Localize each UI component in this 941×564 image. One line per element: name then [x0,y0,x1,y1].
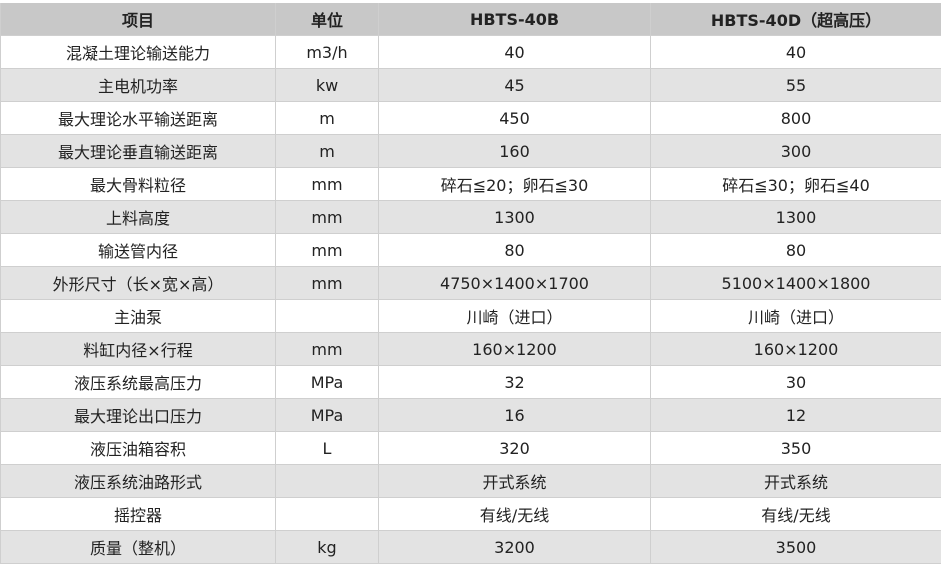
cell-hbts-40b: 川崎（进口） [378,299,651,333]
cell-unit: mm [275,167,379,201]
table-row: 最大骨料粒径 mm 碎石≦20；卵石≦30 碎石≦30；卵石≦40 [0,167,941,201]
cell-hbts-40d: 800 [650,101,941,135]
table-row: 输送管内径 mm 80 80 [0,233,941,267]
cell-item: 液压系统油路形式 [0,464,276,498]
cell-item: 最大骨料粒径 [0,167,276,201]
header-hbts-40d: HBTS-40D（超高压） [650,3,941,36]
cell-unit: MPa [275,365,379,399]
cell-item: 液压系统最高压力 [0,365,276,399]
header-hbts-40b: HBTS-40B [378,3,651,36]
cell-item: 外形尺寸（长×宽×高） [0,266,276,300]
cell-unit: mm [275,266,379,300]
cell-hbts-40b: 16 [378,398,651,432]
cell-item: 主电机功率 [0,68,276,102]
table-row: 最大理论垂直输送距离 m 160 300 [0,134,941,168]
cell-hbts-40d: 40 [650,35,941,69]
cell-unit [275,464,379,498]
cell-hbts-40b: 320 [378,431,651,465]
table-row: 最大理论出口压力 MPa 16 12 [0,398,941,432]
table-row: 液压油箱容积 L 320 350 [0,431,941,465]
table-row: 混凝土理论输送能力 m3/h 40 40 [0,35,941,69]
cell-unit: m3/h [275,35,379,69]
cell-unit: kw [275,68,379,102]
table-row: 料缸内径×行程 mm 160×1200 160×1200 [0,332,941,366]
cell-unit [275,497,379,531]
table-row: 上料高度 mm 1300 1300 [0,200,941,234]
cell-hbts-40b: 40 [378,35,651,69]
cell-unit: mm [275,233,379,267]
cell-unit: L [275,431,379,465]
cell-item: 最大理论出口压力 [0,398,276,432]
cell-hbts-40d: 1300 [650,200,941,234]
table-row: 质量（整机） kg 3200 3500 [0,530,941,564]
cell-item: 质量（整机） [0,530,276,564]
table-row: 液压系统最高压力 MPa 32 30 [0,365,941,399]
cell-hbts-40d: 开式系统 [650,464,941,498]
cell-hbts-40d: 5100×1400×1800 [650,266,941,300]
cell-hbts-40d: 有线/无线 [650,497,941,531]
cell-hbts-40b: 4750×1400×1700 [378,266,651,300]
table-row: 摇控器 有线/无线 有线/无线 [0,497,941,531]
cell-item: 输送管内径 [0,233,276,267]
cell-hbts-40b: 450 [378,101,651,135]
cell-hbts-40d: 30 [650,365,941,399]
cell-hbts-40b: 1300 [378,200,651,234]
cell-hbts-40d: 300 [650,134,941,168]
table-row: 最大理论水平输送距离 m 450 800 [0,101,941,135]
cell-hbts-40b: 开式系统 [378,464,651,498]
cell-hbts-40d: 12 [650,398,941,432]
cell-hbts-40d: 160×1200 [650,332,941,366]
cell-item: 最大理论垂直输送距离 [0,134,276,168]
cell-hbts-40d: 350 [650,431,941,465]
header-unit: 单位 [275,3,379,36]
cell-item: 主油泵 [0,299,276,333]
cell-item: 料缸内径×行程 [0,332,276,366]
cell-item: 液压油箱容积 [0,431,276,465]
cell-unit: m [275,101,379,135]
cell-hbts-40b: 碎石≦20；卵石≦30 [378,167,651,201]
table-row: 主油泵 川崎（进口） 川崎（进口） [0,299,941,333]
table-row: 液压系统油路形式 开式系统 开式系统 [0,464,941,498]
header-row: 项目 单位 HBTS-40B HBTS-40D（超高压） [0,3,941,36]
cell-hbts-40d: 3500 [650,530,941,564]
cell-item: 摇控器 [0,497,276,531]
cell-item: 上料高度 [0,200,276,234]
cell-hbts-40b: 45 [378,68,651,102]
cell-unit: mm [275,332,379,366]
cell-hbts-40b: 80 [378,233,651,267]
cell-hbts-40b: 32 [378,365,651,399]
table-row: 外形尺寸（长×宽×高） mm 4750×1400×1700 5100×1400×180… [0,266,941,300]
header-item: 项目 [0,3,276,36]
spec-table: 项目 单位 HBTS-40B HBTS-40D（超高压） 混凝土理论输送能力 m3/h 4… [0,3,941,564]
cell-hbts-40d: 碎石≦30；卵石≦40 [650,167,941,201]
cell-item: 混凝土理论输送能力 [0,35,276,69]
cell-hbts-40d: 80 [650,233,941,267]
cell-hbts-40b: 有线/无线 [378,497,651,531]
cell-hbts-40b: 160 [378,134,651,168]
cell-hbts-40b: 160×1200 [378,332,651,366]
cell-unit: kg [275,530,379,564]
cell-item: 最大理论水平输送距离 [0,101,276,135]
cell-hbts-40d: 川崎（进口） [650,299,941,333]
cell-unit: m [275,134,379,168]
table-row: 主电机功率 kw 45 55 [0,68,941,102]
cell-unit: mm [275,200,379,234]
cell-unit: MPa [275,398,379,432]
cell-hbts-40d: 55 [650,68,941,102]
cell-hbts-40b: 3200 [378,530,651,564]
cell-unit [275,299,379,333]
